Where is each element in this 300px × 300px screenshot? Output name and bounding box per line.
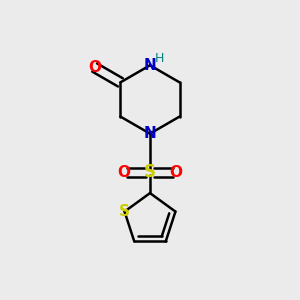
Text: N: N xyxy=(144,58,156,73)
Text: S: S xyxy=(144,163,156,181)
Text: O: O xyxy=(88,60,101,75)
Text: S: S xyxy=(119,204,130,219)
Text: H: H xyxy=(155,52,164,65)
Text: O: O xyxy=(117,165,130,180)
Text: N: N xyxy=(144,126,156,141)
Text: O: O xyxy=(170,165,183,180)
